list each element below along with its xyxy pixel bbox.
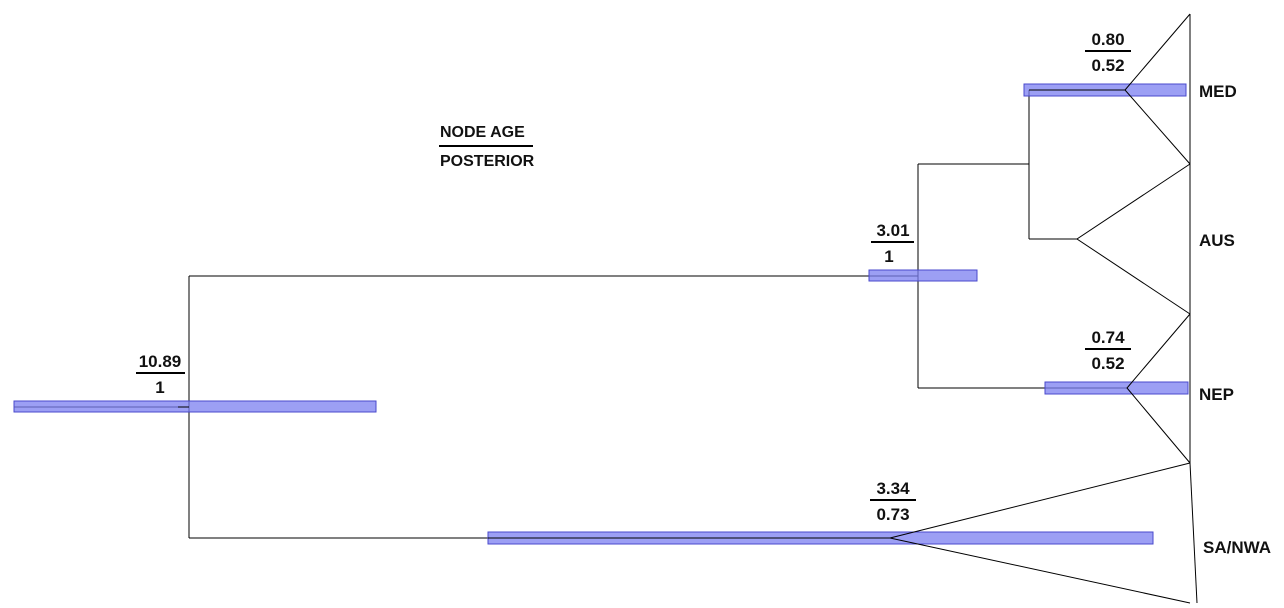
- hpd-bar-upper: [868, 269, 978, 282]
- triangle-sa-nwa: [889, 462, 1191, 604]
- node-labels: 10.89 1 3.01 1 0.80 0.52 0.74 0.52 3.34 …: [136, 30, 1131, 524]
- clade-triangles: [889, 13, 1198, 604]
- hpd-bar-nep: [1044, 381, 1189, 395]
- hpd-bar-root: [13, 400, 377, 413]
- clade-label-nep: NEP: [1199, 385, 1234, 404]
- node-posterior: 1: [155, 378, 164, 397]
- node-label-med: 0.80 0.52: [1085, 30, 1131, 75]
- node-posterior: 0.52: [1091, 56, 1124, 75]
- legend: NODE AGE POSTERIOR: [439, 124, 535, 170]
- clade-labels: MED AUS NEP SA/NWA: [1199, 82, 1271, 557]
- tree-branches: [14, 89, 1127, 539]
- clade-label-med: MED: [1199, 82, 1237, 101]
- clade-label-sa-nwa: SA/NWA: [1203, 538, 1271, 557]
- node-posterior: 0.73: [876, 505, 909, 524]
- hpd-bars: [13, 83, 1189, 545]
- triangle-aus: [1076, 163, 1191, 315]
- node-label-nep: 0.74 0.52: [1085, 328, 1131, 373]
- node-posterior: 1: [884, 247, 893, 266]
- triangle-med: [1124, 13, 1191, 165]
- node-age: 10.89: [139, 352, 182, 371]
- node-label-root: 10.89 1: [136, 352, 185, 397]
- node-label-sa-nwa: 3.34 0.73: [870, 479, 916, 524]
- node-age: 3.34: [876, 479, 910, 498]
- legend-node-age: NODE AGE: [440, 124, 525, 141]
- triangle-nep: [1126, 313, 1191, 464]
- legend-posterior: POSTERIOR: [440, 153, 535, 170]
- node-age: 0.80: [1091, 30, 1124, 49]
- tree-overlays: [178, 89, 1125, 539]
- node-label-upper: 3.01 1: [871, 221, 914, 266]
- node-age: 0.74: [1091, 328, 1125, 347]
- node-age: 3.01: [876, 221, 909, 240]
- triangle-right-edge-lower: [1189, 462, 1198, 604]
- node-posterior: 0.52: [1091, 354, 1124, 373]
- clade-label-aus: AUS: [1199, 231, 1235, 250]
